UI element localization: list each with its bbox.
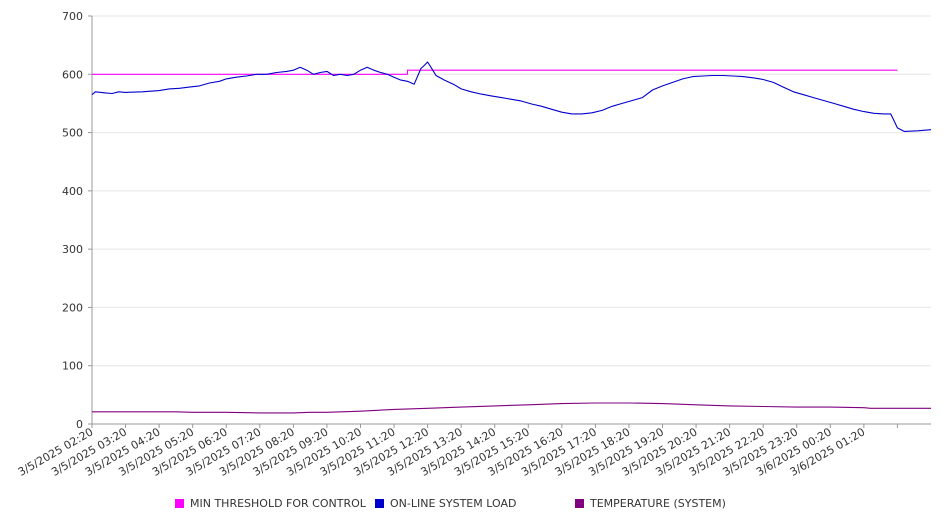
legend-label-min-threshold: MIN THRESHOLD FOR CONTROL xyxy=(190,497,366,510)
legend-item-online-system-load[interactable]: ON-LINE SYSTEM LOAD xyxy=(375,497,516,510)
y-axis-ticks: 0 100 200 300 400 500 600 700 xyxy=(62,10,92,431)
legend-swatch-temperature xyxy=(575,499,584,508)
legend-swatch-min-threshold xyxy=(175,499,184,508)
legend-swatch-online-system-load xyxy=(375,499,384,508)
y-tick-label: 200 xyxy=(62,301,83,314)
y-tick-label: 300 xyxy=(62,243,83,256)
series-temperature-line xyxy=(92,402,931,414)
y-tick-label: 0 xyxy=(76,418,83,431)
series-online-system-load-line xyxy=(91,61,932,132)
legend-item-temperature[interactable]: TEMPERATURE (SYSTEM) xyxy=(575,497,726,510)
grid-lines xyxy=(92,15,931,367)
legend-label-online-system-load: ON-LINE SYSTEM LOAD xyxy=(390,497,517,510)
y-tick-label: 600 xyxy=(62,68,83,81)
x-axis-ticks: 3/5/2025 02:203/5/2025 03:203/5/2025 04:… xyxy=(16,424,898,479)
axes xyxy=(91,16,931,425)
y-tick-label: 500 xyxy=(62,127,83,140)
y-tick-label: 100 xyxy=(62,360,83,373)
legend-item-min-threshold[interactable]: MIN THRESHOLD FOR CONTROL xyxy=(175,497,366,510)
legend: MIN THRESHOLD FOR CONTROL ON-LINE SYSTEM… xyxy=(0,497,946,515)
legend-label-temperature: TEMPERATURE (SYSTEM) xyxy=(590,497,726,510)
y-tick-label: 400 xyxy=(62,185,83,198)
series-lines xyxy=(91,61,932,414)
y-tick-label: 700 xyxy=(62,10,83,23)
series-min-threshold-line xyxy=(92,69,898,75)
